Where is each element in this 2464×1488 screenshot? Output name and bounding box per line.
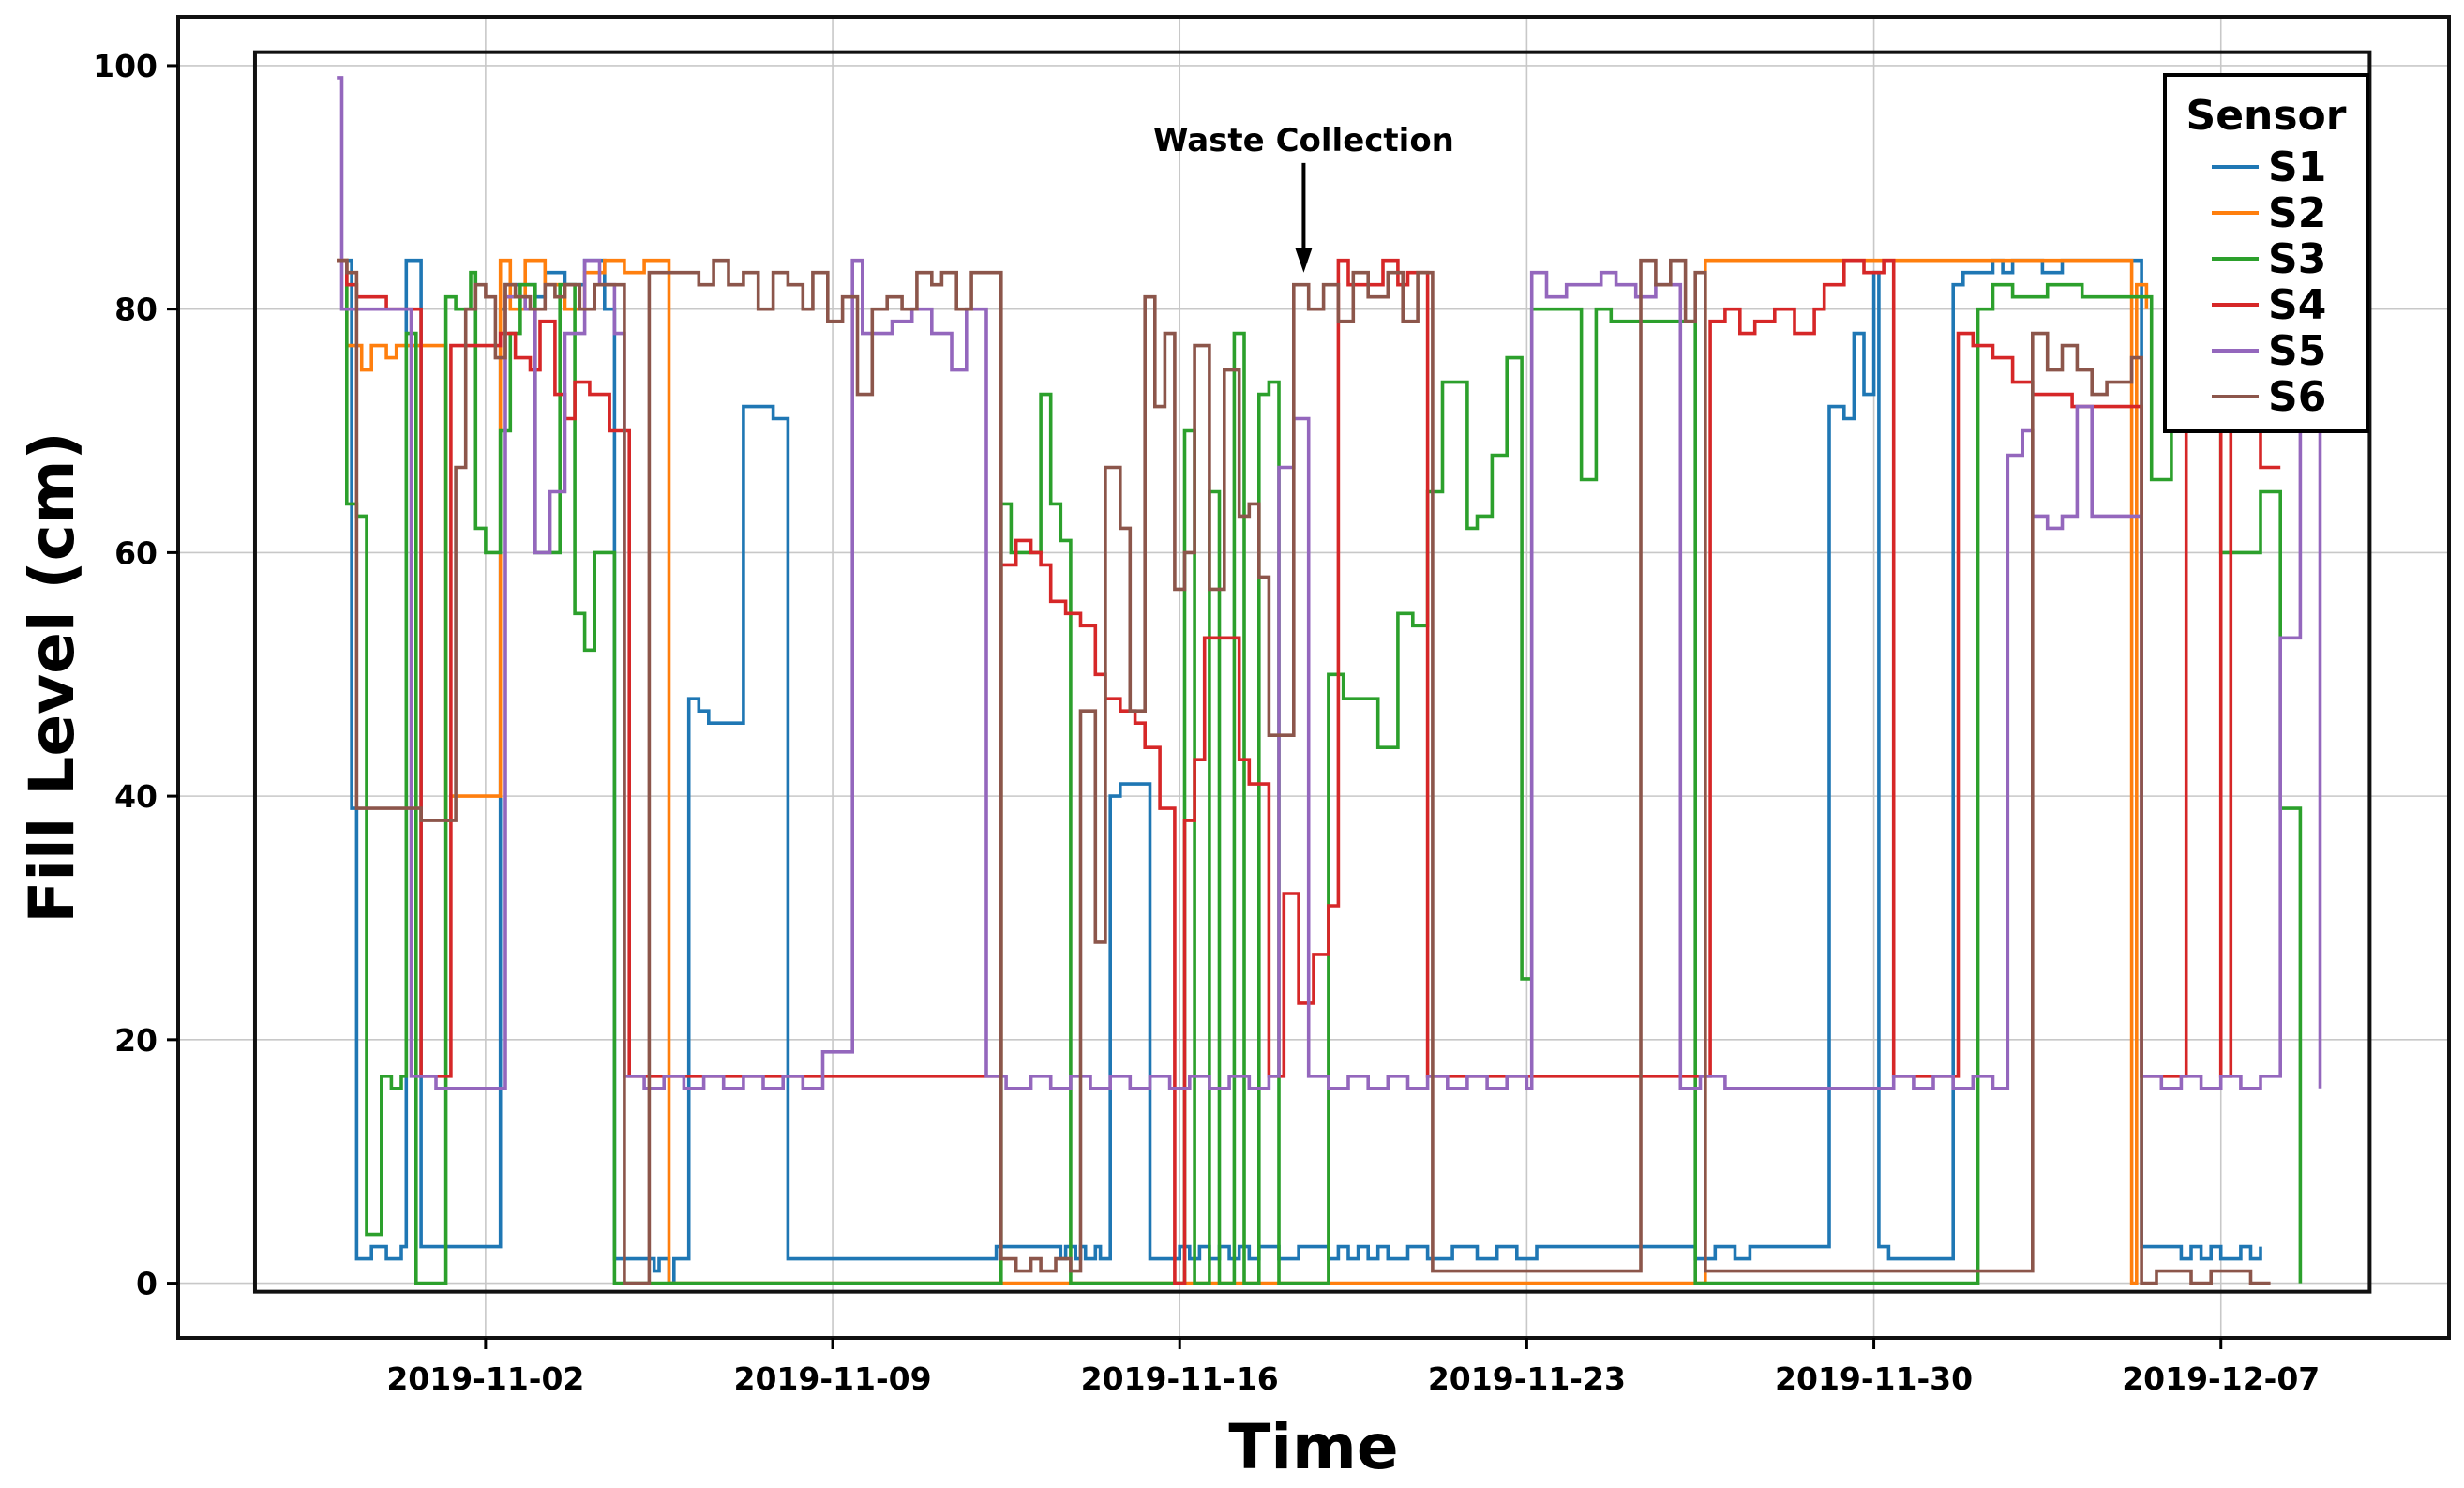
legend-label: S4 bbox=[2268, 281, 2326, 329]
annotation-label: Waste Collection bbox=[1153, 122, 1454, 159]
y-tick-label: 60 bbox=[114, 534, 158, 571]
x-tick-label: 2019-11-02 bbox=[386, 1360, 584, 1397]
legend-label: S6 bbox=[2268, 373, 2326, 421]
x-tick-label: 2019-11-30 bbox=[1775, 1360, 1973, 1397]
x-tick-label: 2019-11-09 bbox=[733, 1360, 931, 1397]
y-tick-label: 0 bbox=[136, 1266, 158, 1302]
legend-item-s2: S2 bbox=[2212, 189, 2326, 237]
x-tick-label: 2019-11-16 bbox=[1081, 1360, 1279, 1397]
legend-item-s4: S4 bbox=[2212, 281, 2326, 329]
y-axis-title: Fill Level (cm) bbox=[16, 431, 88, 923]
x-axis-ticks: 2019-11-02 2019-11-09 2019-11-16 2019-11-23… bbox=[386, 1338, 2320, 1397]
legend-label: S1 bbox=[2268, 143, 2326, 191]
series-line-s5 bbox=[337, 76, 2322, 1090]
legend-item-s5: S5 bbox=[2212, 327, 2326, 375]
y-tick-label: 100 bbox=[93, 48, 158, 84]
axes-frame bbox=[176, 15, 2451, 1340]
series-line-s3 bbox=[337, 258, 2303, 1285]
y-axis-ticks: 0 20 40 60 80 100 bbox=[93, 48, 178, 1302]
legend-item-s3: S3 bbox=[2212, 235, 2326, 283]
series-line-s6 bbox=[337, 258, 2271, 1285]
legend-item-s1: S1 bbox=[2212, 143, 2326, 191]
x-tick-label: 2019-12-07 bbox=[2122, 1360, 2320, 1397]
legend-label: S5 bbox=[2268, 327, 2326, 375]
y-tick-label: 40 bbox=[114, 778, 158, 815]
annotation-arrow-head bbox=[1295, 248, 1313, 273]
legend-item-s6: S6 bbox=[2212, 373, 2326, 421]
y-tick-label: 80 bbox=[114, 292, 158, 328]
y-tick-label: 20 bbox=[114, 1022, 158, 1059]
series-lines bbox=[337, 76, 2322, 1285]
x-tick-label: 2019-11-23 bbox=[1428, 1360, 1626, 1397]
inner-plot-frame bbox=[252, 50, 2372, 1294]
legend-label: S2 bbox=[2268, 189, 2326, 237]
legend-label: S3 bbox=[2268, 235, 2326, 283]
waste-collection-annotation: Waste Collection bbox=[1153, 122, 1454, 273]
legend-box bbox=[2163, 73, 2369, 433]
legend-title: Sensor bbox=[2186, 92, 2347, 140]
x-axis-title: Time bbox=[1228, 1411, 1398, 1483]
